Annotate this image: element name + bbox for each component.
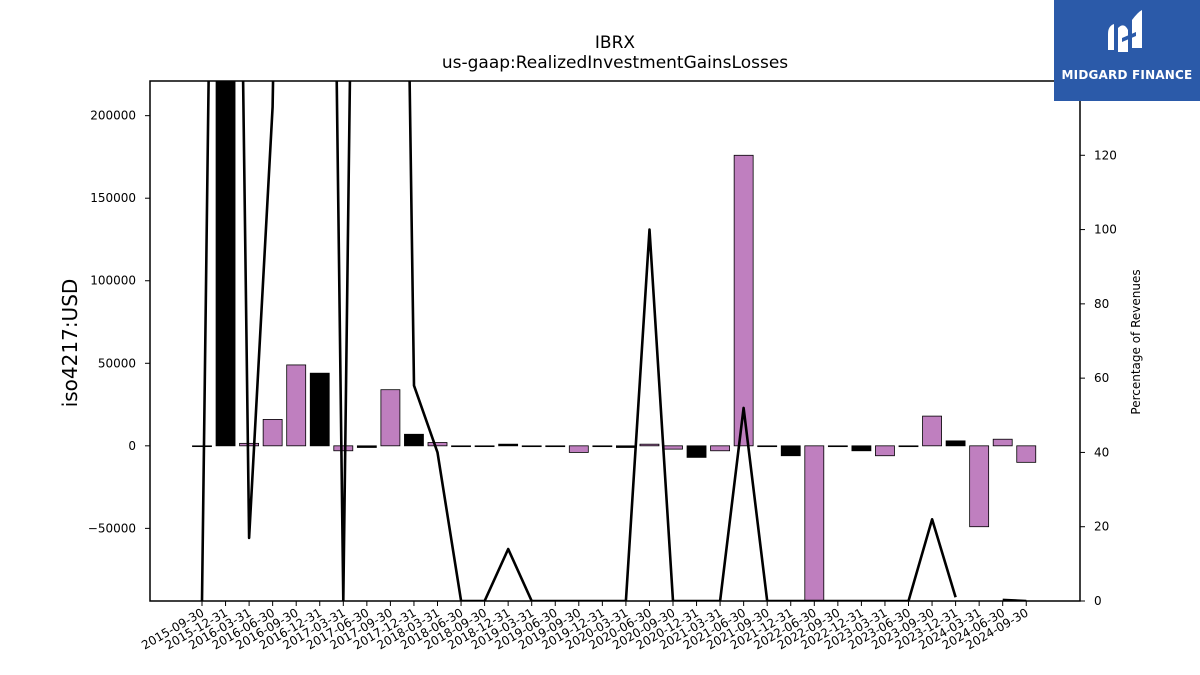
y2-tick-label: 20 [1094,520,1109,534]
bar-2022-06-30 [804,445,825,601]
y-axis-right: 020406080100120140 [1080,74,1117,608]
bar-2019-12-31 [592,445,613,448]
bar-2021-12-31 [780,445,801,457]
bar-2021-06-30 [733,154,754,447]
bar-2017-06-30 [356,445,377,448]
bar-2018-12-31 [498,443,519,447]
bar-2019-09-30 [568,445,589,453]
bar-2017-09-30 [380,389,401,447]
bar-2023-12-31 [945,440,966,447]
bar-2019-03-31 [521,445,542,448]
y-tick-label: 200000 [90,109,136,123]
bar-2018-03-31 [427,442,448,447]
bar-2020-03-31 [616,445,636,448]
bar-2015-09-30 [192,445,212,448]
midgard-logo-icon [1108,10,1142,52]
bar-2016-09-30 [286,364,307,447]
x-axis: 2015-09-302015-12-312016-03-312016-06-30… [139,601,1031,652]
y2-tick-label: 80 [1094,297,1109,311]
bar-2018-09-30 [474,445,495,448]
bar-2022-12-31 [851,445,872,452]
y-tick-label: 150000 [90,191,136,205]
bar-2021-09-30 [757,445,778,448]
y-axis-left: −50000 0 50000 100000 150000 200000 [88,109,150,535]
y2-tick-label: 60 [1094,371,1109,385]
bar-2021-03-31 [710,445,730,452]
bar-2016-12-31 [309,372,330,447]
y-axis-label: iso4217:USD [58,279,82,408]
bar-2022-09-30 [827,445,848,448]
logo-text: MIDGARD FINANCE [1061,68,1193,82]
bar-2024-09-30 [1016,445,1037,463]
bar-2023-09-30 [922,415,942,447]
chart-subtitle: us-gaap:RealizedInvestmentGainsLosses [442,53,788,73]
bar-2024-03-31 [969,445,990,528]
midgard-finance-logo: MIDGARD FINANCE [1054,0,1200,101]
bar-2024-06-30 [992,438,1013,447]
bar-2023-03-31 [875,445,895,457]
y-tick-label: 0 [128,439,136,453]
bar-2020-06-30 [639,443,660,447]
chart-title: IBRX [595,33,635,53]
bar-2015-12-31 [215,81,236,447]
bar-2023-06-30 [898,445,919,448]
y2-tick-label: 100 [1094,223,1117,237]
y-tick-label: 100000 [90,274,136,288]
line-layer [200,81,1027,601]
y-tick-label: 50000 [98,356,136,370]
y2-tick-label: 40 [1094,445,1109,459]
bar-2019-06-30 [545,445,566,448]
y2-tick-label: 120 [1094,148,1117,162]
y-tick-label: −50000 [88,521,136,535]
y2-tick-label: 0 [1094,594,1102,608]
y2-axis-label: Percentage of Revenues [1129,269,1143,414]
bar-2016-06-30 [262,419,283,447]
bar-2017-03-31 [333,445,354,452]
bar-2017-12-31 [404,433,424,447]
bars-layer [192,81,1037,601]
revenue-percentage-line-0 [200,81,957,601]
bar-2018-06-30 [451,445,471,448]
bar-2020-09-30 [663,445,683,450]
bar-2020-12-31 [686,445,707,458]
plot-frame [149,80,1081,602]
